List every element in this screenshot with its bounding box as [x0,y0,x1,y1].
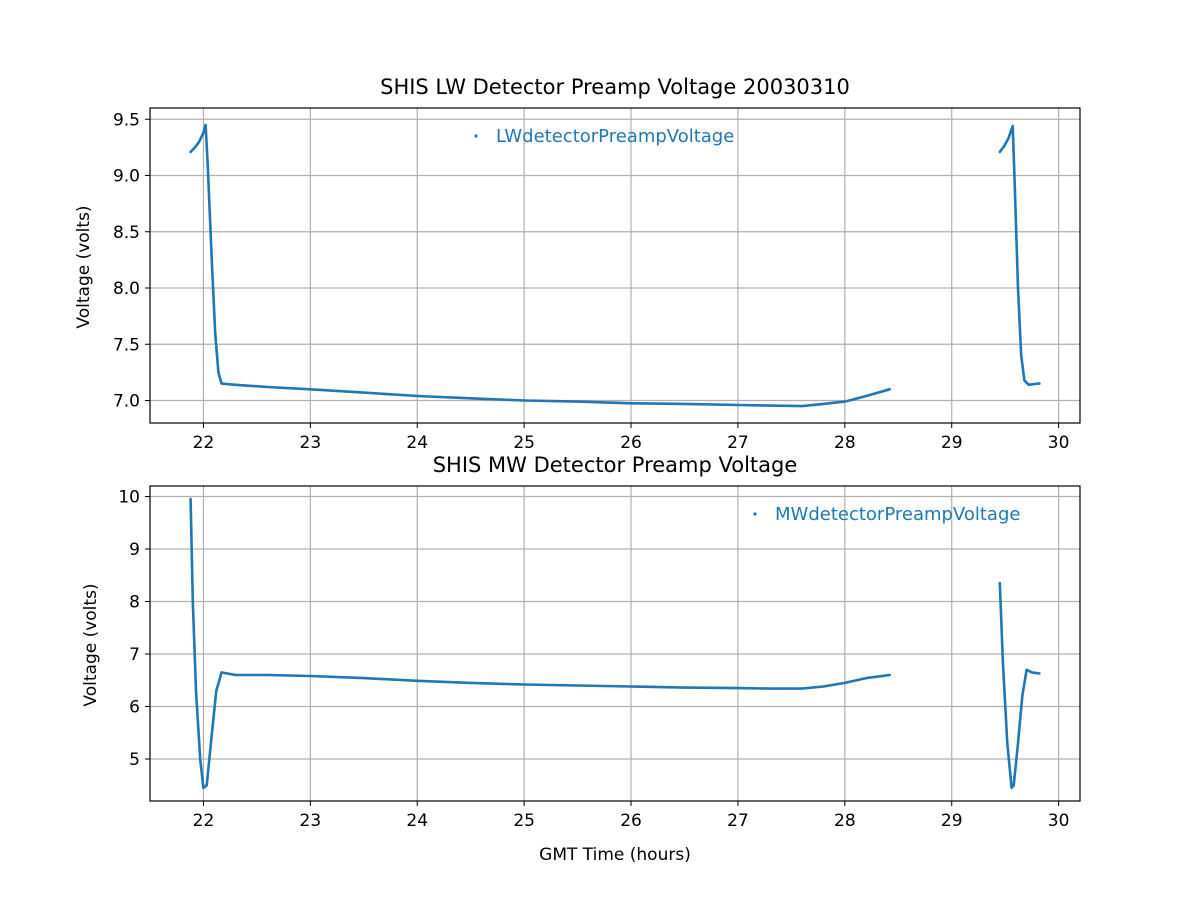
mw-plot-frame [149,485,1081,802]
lw-x-tick-label: 23 [300,433,322,453]
lw-y-tick-label: 9.5 [113,110,140,130]
mw-y-tick-label: 6 [129,698,140,718]
mw-y-tick-label: 10 [118,488,140,508]
lw-y-tick-label: 7.0 [113,392,140,412]
mw-x-tick-label: 22 [193,811,215,831]
mw-x-tick-label: 29 [941,811,963,831]
lw-ticks: 22 23 24 25 26 27 28 29 30 7.0 7.5 8.0 8.5 9.0 9.5 [113,110,1069,453]
mw-chart-title: SHIS MW Detector Preamp Voltage [433,453,798,477]
lw-grid [150,108,1080,423]
mw-x-tick-label: 27 [727,811,749,831]
mw-y-tick-label: 8 [129,593,140,613]
mw-series-line [189,497,1041,790]
mw-legend: MWdetectorPreampVoltage [753,504,1020,525]
lw-y-tick-label: 8.5 [113,223,140,243]
mw-x-tick-label: 23 [300,811,322,831]
lw-x-tick-label: 26 [620,433,642,453]
mw-ticks: 22 23 24 25 26 27 28 29 30 5 6 7 8 9 10 [118,488,1069,832]
mw-series-segment [998,581,1041,790]
lw-y-tick-label: 8.0 [113,279,140,299]
lw-legend-marker [474,134,478,138]
mw-grid [150,486,1080,801]
lw-x-tick-label: 22 [193,433,215,453]
mw-x-tick-label: 30 [1048,811,1070,831]
lw-x-tick-label: 25 [513,433,535,453]
mw-voltage-chart: SHIS MW Detector Preamp Voltage Voltage … [81,453,1081,865]
lw-x-tick-label: 29 [941,433,963,453]
lw-x-tick-label: 30 [1048,433,1070,453]
mw-x-tick-label: 28 [834,811,856,831]
mw-legend-label: MWdetectorPreampVoltage [775,504,1020,525]
lw-voltage-chart: SHIS LW Detector Preamp Voltage 20030310… [74,75,1081,453]
lw-y-tick-label: 7.5 [113,335,140,355]
lw-series-segment [998,124,1041,387]
lw-chart-title: SHIS LW Detector Preamp Voltage 20030310 [380,75,850,99]
mw-y-tick-label: 5 [129,750,140,770]
mw-series-segment [189,497,891,790]
lw-y-tick-label: 9.0 [113,167,140,187]
lw-x-tick-label: 27 [727,433,749,453]
mw-x-tick-label: 26 [620,811,642,831]
lw-plot-frame [149,107,1081,424]
lw-legend-label: LWdetectorPreampVoltage [496,126,734,147]
mw-legend-marker [753,512,757,516]
lw-series-line [189,123,1041,408]
lw-x-tick-label: 28 [834,433,856,453]
mw-x-tick-label: 25 [513,811,535,831]
mw-x-tick-label: 24 [406,811,428,831]
lw-series-segment [189,123,891,408]
lw-y-axis-label: Voltage (volts) [74,205,94,328]
mw-y-tick-label: 7 [129,645,140,665]
lw-x-tick-label: 24 [406,433,428,453]
mw-y-tick-label: 9 [129,540,140,560]
mw-x-axis-label: GMT Time (hours) [539,845,691,865]
lw-legend: LWdetectorPreampVoltage [474,126,734,147]
mw-y-axis-label: Voltage (volts) [81,583,101,706]
